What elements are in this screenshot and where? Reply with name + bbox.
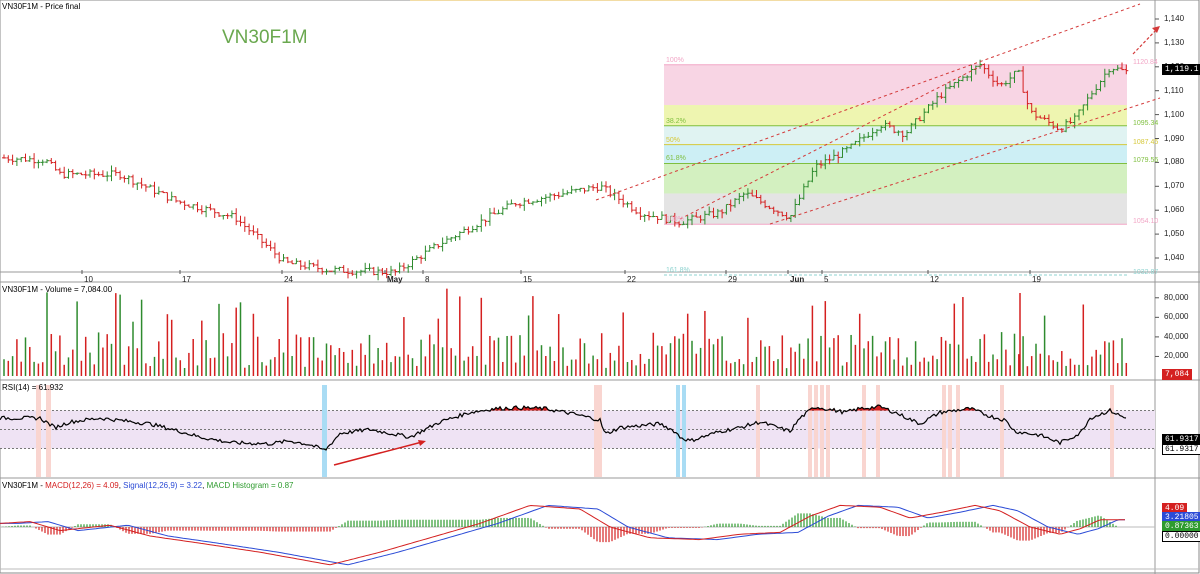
price-axis-label: 1,060 [1164,205,1185,215]
date-axis-label: 10 [84,275,93,284]
fib-level-value: 1095.34 [1133,119,1159,127]
rsi-signal-highlight [46,385,51,477]
date-axis-label: 15 [523,275,532,284]
fib-zone [664,144,1127,164]
rsi-signal-highlight [682,385,686,477]
rsi-signal-highlight [322,385,327,477]
price-axis-label: 1,040 [1164,253,1185,262]
fib-level-value: 1054.10 [1133,218,1159,226]
macd-line [0,504,1125,566]
fib-level-value: 1079.56 [1133,157,1159,165]
fib-level-percent: 61.8% [666,155,686,163]
macd-label: MACD(12,26) = 4.09 [45,481,119,490]
window-title: VN30F1M - Price final [2,2,81,11]
macd-pane-label: VN30F1M - MACD(12,26) = 4.09, Signal(12,… [2,481,294,490]
date-axis-label: Jun [790,275,805,284]
rsi-signal-highlight [942,385,946,477]
date-axis-label: 29 [728,275,737,284]
price-axis-label: 1,100 [1164,109,1185,119]
trend-channel-lower [769,97,1161,225]
rsi-signal-highlight [876,385,880,477]
rsi-signal-highlight [676,385,680,477]
volume-axis-label: 20,000 [1164,351,1189,361]
volume-axis-label: 40,000 [1164,331,1189,341]
rsi-signal-highlight [948,385,952,477]
volume-pane-label: VN30F1M - Volume = 7,084.00 [2,285,113,294]
projection-arrow-head [1152,26,1160,33]
trend-channel-upper [595,3,1141,201]
date-axis-label: 22 [627,275,636,284]
macd-sep-1: , [118,481,124,490]
last-price-tag: 1,119.1 [1162,64,1200,75]
fib-level-percent: 161.8% [666,267,690,275]
fib-level-percent: 50% [666,136,681,144]
date-axis-label: 12 [930,275,939,284]
rsi-line [0,404,1127,451]
fib-level-value: 1120.84 [1133,58,1158,66]
date-axis-label: 8 [425,275,430,284]
volume-axis-label: 60,000 [1164,312,1189,322]
fib-level-value: 1032.87 [1133,269,1159,277]
volume-axis-label: 80,000 [1164,292,1189,302]
symbol-watermark: VN30F1M [222,27,308,48]
price-axis-label: 1,110 [1164,85,1184,95]
rsi-signal-highlight [862,385,866,477]
price-axis-label: 1,050 [1164,229,1185,239]
rsi-signal-highlight [1000,385,1004,477]
volume-tag: 7,084 [1162,369,1193,380]
fib-zone [664,105,1127,126]
price-axis-label: 1,140 [1164,14,1185,23]
projection-arrow [1132,27,1159,55]
rsi-tag-2: 61.9317 [1162,444,1200,455]
price-axis-label: 1,090 [1164,133,1185,143]
fib-zone [664,64,1127,106]
signal-line [0,504,1125,566]
rsi-signal-highlight [594,385,598,477]
rsi-signal-highlight [820,385,824,477]
price-axis-label: 1,130 [1164,37,1185,47]
fib-level-percent: 100% [666,216,684,224]
rsi-signal-highlight [808,385,812,477]
price-axis-label: 1,070 [1164,181,1185,191]
fib-zone [664,193,1127,225]
rsi-signal-highlight [956,385,960,477]
rsi-divergence-arrow [333,441,423,466]
rsi-signal-highlight [1110,385,1114,477]
rsi-signal-highlight [826,385,830,477]
price-axis-label: 1,080 [1164,157,1185,167]
macd-label-prefix: VN30F1M - [2,481,46,490]
rsi-signal-highlight [598,385,602,477]
date-axis-label: 19 [1032,275,1041,284]
date-axis-label: 17 [182,275,191,284]
signal-label: Signal(12,26,9) = 3.22 [123,481,203,490]
fib-zone [664,125,1127,145]
macd-sep-2: , [202,481,207,490]
histogram-label: MACD Histogram = 0.87 [206,481,294,490]
date-axis-label: 24 [284,275,293,284]
rsi-signal-highlight [756,385,760,477]
fib-zone [664,163,1127,194]
fib-level-percent: 38.2% [666,117,686,125]
rsi-divergence-arrow-head [418,440,426,446]
fib-level-value: 1087.45 [1133,138,1159,146]
rsi-signal-highlight [36,385,41,477]
fib-level-percent: 100% [666,56,684,64]
rsi-signal-highlight [814,385,818,477]
zero-tag: 0.00000 [1162,531,1200,542]
date-axis-label: 5 [824,275,829,284]
rsi-pane-label: RSI(14) = 61.932 [2,383,64,392]
date-axis-label: May [387,275,403,284]
